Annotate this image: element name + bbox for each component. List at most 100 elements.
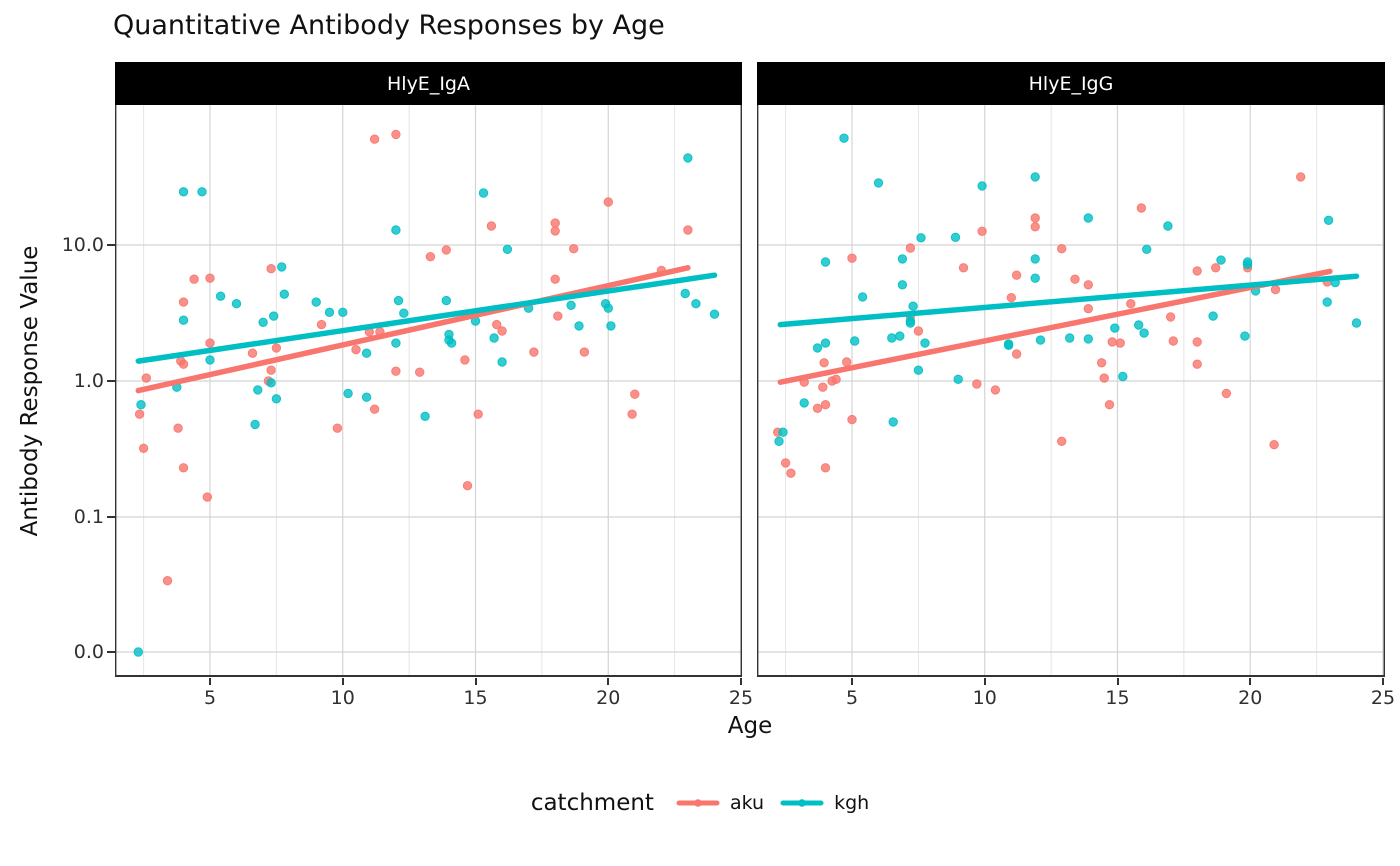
data-point-kgh	[1030, 254, 1040, 264]
data-point-kgh	[683, 153, 693, 163]
data-point-kgh	[205, 355, 215, 365]
data-point-kgh	[489, 333, 499, 343]
data-point-kgh	[343, 388, 353, 399]
x-tick-mark	[341, 678, 344, 685]
data-point-aku	[369, 404, 380, 414]
data-point-kgh	[1118, 371, 1128, 382]
data-point-aku	[462, 481, 473, 491]
data-point-kgh	[953, 374, 963, 384]
facet-strip-hlye-igg: HlyE_IgG	[757, 62, 1385, 105]
data-point-aku	[1030, 213, 1040, 223]
data-point-kgh	[950, 232, 961, 243]
data-point-aku	[202, 492, 213, 502]
data-point-aku	[1211, 263, 1221, 273]
legend-key-kgh-icon	[780, 799, 824, 807]
data-point-aku	[425, 252, 436, 262]
x-tick-label: 5	[845, 687, 859, 709]
data-point-kgh	[778, 427, 788, 437]
data-point-kgh	[887, 333, 897, 343]
y-tick-label: 10.0	[61, 234, 104, 256]
legend-title: catchment	[530, 790, 654, 816]
data-point-kgh	[178, 315, 189, 325]
data-point-aku	[316, 319, 327, 330]
data-point-kgh	[897, 254, 908, 264]
x-tick-label: 20	[1238, 687, 1263, 709]
data-point-aku	[1296, 172, 1306, 182]
data-point-aku	[683, 225, 693, 235]
data-point-aku	[162, 576, 173, 586]
data-point-aku	[369, 134, 380, 144]
data-point-kgh	[1142, 244, 1152, 255]
data-point-kgh	[1323, 215, 1334, 226]
data-point-aku	[847, 414, 857, 425]
legend-label-kgh: kgh	[834, 792, 870, 814]
legend-item-kgh[interactable]: kgh	[780, 792, 869, 814]
data-point-kgh	[812, 343, 823, 353]
data-point-aku	[460, 355, 470, 365]
data-point-kgh	[399, 308, 409, 318]
data-point-kgh	[338, 307, 348, 318]
data-point-kgh	[606, 321, 616, 331]
y-tick-mark	[107, 516, 115, 518]
data-point-aku	[820, 463, 831, 473]
data-point-kgh	[441, 295, 451, 306]
data-point-aku	[391, 129, 401, 140]
data-point-kgh	[197, 187, 207, 197]
data-point-aku	[627, 409, 637, 419]
data-point-aku	[473, 409, 483, 419]
data-point-aku	[173, 423, 183, 433]
data-point-kgh	[133, 647, 143, 657]
facet-panel-hlye-iga	[115, 105, 742, 677]
data-point-aku	[1083, 304, 1093, 314]
data-point-aku	[958, 263, 969, 273]
data-point-aku	[819, 358, 829, 368]
data-point-aku	[1057, 436, 1067, 446]
data-point-kgh	[1003, 340, 1014, 351]
data-point-aku	[266, 365, 276, 375]
data-point-kgh	[311, 297, 321, 307]
y-tick-label: 1.0	[73, 370, 104, 392]
data-point-kgh	[391, 338, 401, 348]
data-point-aku	[972, 379, 982, 389]
data-point-aku	[550, 218, 560, 228]
data-point-kgh	[839, 133, 849, 143]
data-point-kgh	[920, 338, 930, 348]
data-point-kgh	[820, 257, 831, 267]
y-axis-title: Antibody Response Value	[17, 245, 43, 537]
data-point-kgh	[391, 225, 401, 235]
data-point-aku	[141, 373, 151, 383]
data-point-kgh	[279, 289, 290, 299]
data-point-kgh	[446, 338, 457, 348]
data-point-aku	[415, 367, 425, 377]
trend-line-aku	[135, 265, 691, 394]
data-point-aku	[205, 338, 215, 348]
trend-line-kgh	[135, 272, 718, 364]
data-point-kgh	[1139, 328, 1149, 338]
data-point-aku	[1115, 338, 1125, 348]
data-point-aku	[1006, 293, 1017, 303]
data-point-kgh	[1216, 255, 1226, 265]
data-point-aku	[351, 345, 361, 355]
data-point-aku	[1011, 349, 1022, 359]
data-point-kgh	[888, 417, 898, 427]
data-point-kgh	[271, 394, 282, 404]
data-point-aku	[1269, 440, 1279, 450]
x-tick-mark	[740, 678, 742, 685]
trend-line-kgh	[777, 273, 1360, 328]
facet-panel-hlye-igg	[757, 105, 1385, 677]
facet-strip-hlye-iga: HlyE_IgA	[115, 62, 742, 105]
x-tick-label: 15	[1105, 687, 1130, 709]
trend-line-aku	[777, 268, 1333, 385]
x-tick-mark	[983, 678, 986, 685]
data-point-aku	[905, 243, 916, 253]
legend-item-aku[interactable]: aku	[676, 792, 764, 814]
data-point-aku	[1221, 388, 1232, 399]
data-point-aku	[812, 403, 823, 413]
x-tick-label: 15	[463, 687, 488, 709]
data-point-aku	[205, 273, 215, 283]
x-tick-label: 10	[972, 687, 997, 709]
data-point-aku	[1192, 337, 1202, 347]
data-point-aku	[138, 443, 149, 453]
data-point-aku	[271, 343, 282, 353]
